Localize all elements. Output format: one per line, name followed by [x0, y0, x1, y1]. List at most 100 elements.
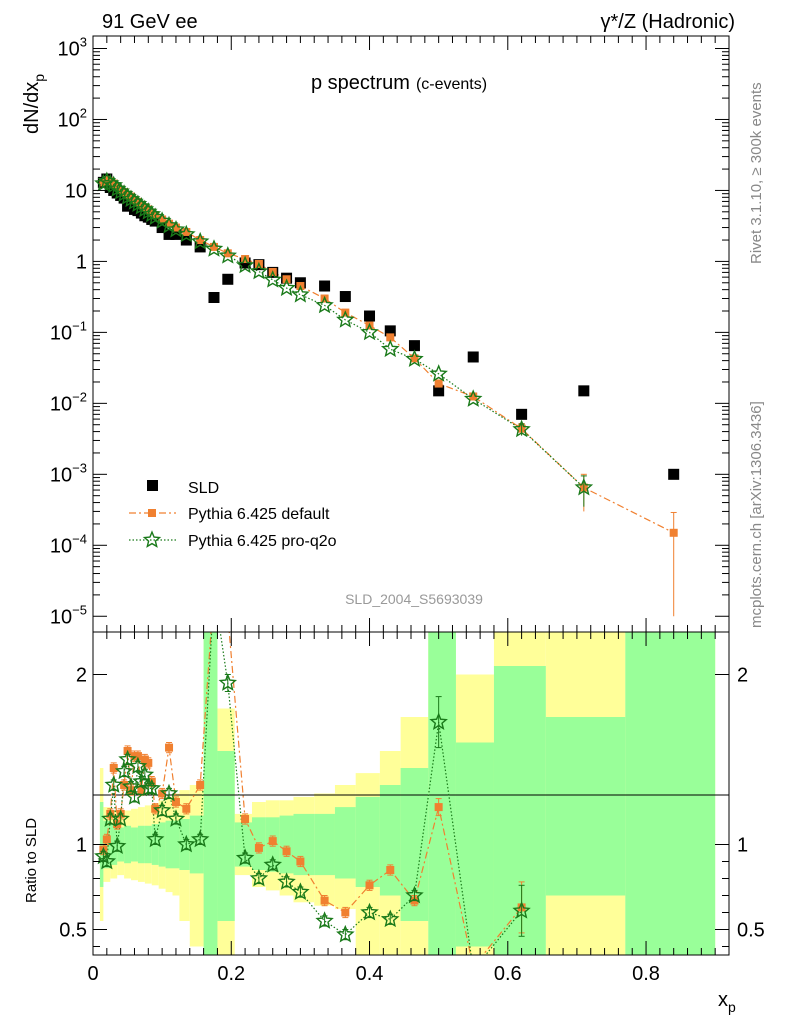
proq2o-point [235, 255, 255, 274]
top-ytick-label: 10−3 [50, 460, 87, 486]
ratio-default-point [341, 908, 350, 917]
ratio-series-line [102, 632, 523, 955]
sld-point [163, 228, 175, 240]
band-inner [217, 751, 235, 921]
legend-star-glyph [142, 530, 162, 548]
sld-point [222, 273, 234, 285]
ratio-proq2o-point [263, 855, 283, 873]
proq2o-point [177, 224, 196, 243]
bottom-xtick-label: 0.8 [632, 963, 660, 985]
sld-point [384, 325, 396, 337]
ratio-default-point [158, 789, 167, 798]
legend-label-sld: SLD [188, 480, 219, 497]
top-ylabel: dN/dxp [21, 74, 47, 134]
ratio-default-point [182, 804, 191, 813]
band-inner [158, 822, 166, 867]
ratio-proq2o-point [128, 756, 148, 775]
ratio-default-point [144, 758, 153, 767]
ratio-proq2o-point [135, 765, 155, 783]
band-inner [455, 742, 494, 947]
ratio-default-point [268, 837, 277, 846]
ratio-default-point [365, 881, 374, 890]
ratio-default-point [241, 815, 250, 823]
ratio-default-point [102, 835, 111, 844]
bottom-ytick-label: 1 [76, 835, 87, 857]
proq2o-point [204, 239, 224, 257]
proq2o-point [263, 270, 283, 288]
ratio-default-point [282, 847, 291, 856]
ratio-default-point [224, 611, 232, 619]
top-plot-data [94, 171, 680, 617]
bottom-axes: 0.5 0.5 1 1 2 2 0 0.2 0.4 0.6 0.8 [59, 632, 765, 985]
default-point [469, 392, 478, 401]
bottom-xlabel: xp [718, 989, 736, 1015]
sld-point [156, 222, 168, 234]
top-ylabel-main: dN/dx [21, 82, 43, 134]
band-inner [137, 825, 145, 864]
default-point [196, 236, 205, 245]
proq2o-point [574, 477, 594, 496]
top-ytick-label: 10−1 [50, 318, 87, 344]
default-point [209, 242, 218, 251]
ratio-proq2o-point [159, 783, 179, 802]
bottom-ytick-label-right: 0.5 [737, 920, 765, 942]
bottom-xlabel-main: x [718, 989, 728, 1011]
band-inner [625, 632, 716, 955]
ratio-default-point [469, 963, 477, 971]
band-inner [279, 815, 294, 874]
ratio-proq2o-point [360, 902, 379, 921]
band-inner [234, 822, 252, 867]
ratio-proq2o-point [97, 851, 117, 870]
band-inner [545, 717, 626, 896]
sld-point [170, 228, 182, 240]
ratio-proq2o-point [235, 848, 255, 866]
sld-point [668, 468, 680, 480]
ratio-series-line [102, 632, 523, 955]
band-inner [493, 666, 546, 955]
legend-label-default: Pythia 6.425 default [188, 506, 330, 523]
band-inner [179, 819, 190, 870]
rivet-caption: Rivet 3.1.10, ≥ 300k events [748, 82, 765, 264]
sld-point [516, 408, 528, 420]
top-axes: 10−5 10−4 10−3 10−2 10−1 1 10 102 103 [50, 34, 729, 632]
ratio-proq2o-point [291, 882, 310, 900]
ratio-proq2o-point [152, 800, 172, 819]
ratio-proq2o-point [142, 778, 162, 797]
band-inner [131, 827, 138, 862]
band-inner [124, 825, 132, 864]
bottom-ytick-label: 0.5 [59, 920, 87, 942]
chart-title-main: p spectrum [311, 72, 410, 94]
ratio-default-point [434, 803, 443, 812]
ratio-proq2o-point [380, 909, 400, 928]
band-inner [293, 813, 315, 876]
ratio-proq2o-point [145, 829, 165, 848]
ratio-proq2o-point [466, 962, 481, 976]
band-inner [334, 807, 356, 879]
bottom-xtick-label: 0 [87, 963, 98, 985]
bottom-xtick-label: 0.2 [217, 963, 245, 985]
proq2o-point [291, 284, 310, 303]
analysis-watermark: SLD_2004_S5693039 [345, 591, 483, 607]
ratio-proq2o-point [249, 868, 269, 887]
ratio-proq2o-point [512, 901, 531, 919]
sld-point [364, 310, 376, 322]
ratio-default-point [254, 843, 263, 852]
legend-label-proq2o: Pythia 6.425 pro-q2o [188, 533, 337, 550]
ratio-proq2o-point [206, 582, 221, 596]
band-inner [117, 827, 125, 862]
ratio-default-point [210, 586, 218, 594]
bottom-plot-data [94, 582, 531, 976]
header-right: γ*/Z (Hadronic) [601, 11, 735, 33]
ratio-uncertainty-bands [99, 632, 716, 955]
ratio-proq2o-point [104, 775, 124, 793]
top-ytick-label: 10−2 [50, 389, 87, 415]
bottom-ylabel: Ratio to SLD [23, 818, 40, 903]
proq2o-point [429, 364, 448, 382]
top-ytick-label: 1 [76, 251, 87, 273]
default-point [182, 227, 191, 236]
ratio-proq2o-point [111, 809, 130, 827]
sld-point [208, 292, 220, 304]
proq2o-point [190, 231, 210, 250]
top-ytick-label: 102 [58, 105, 87, 131]
